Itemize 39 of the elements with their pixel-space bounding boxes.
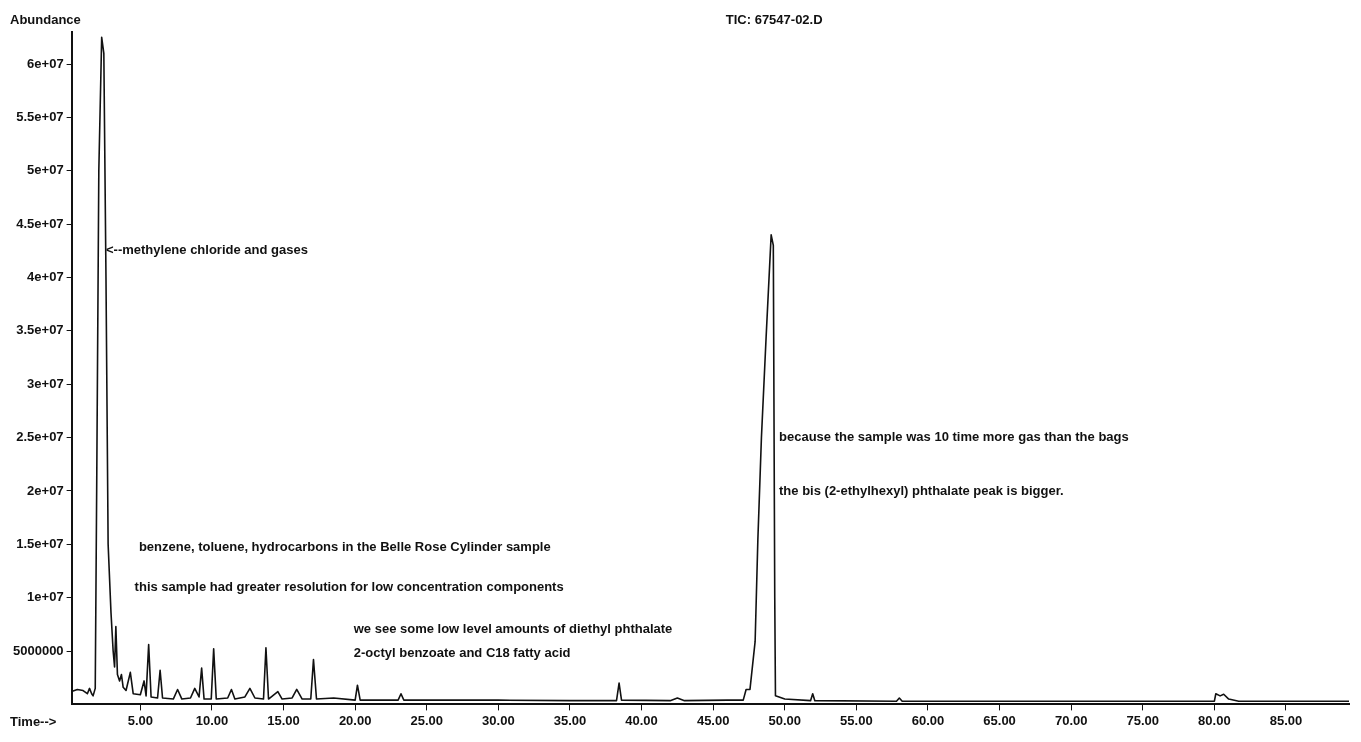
x-tick-label: 75.00 bbox=[1126, 712, 1160, 728]
x-tick-label: 5.00 bbox=[127, 712, 153, 728]
x-tick-label: 35.00 bbox=[553, 712, 587, 728]
annotation: this sample had greater resolution for low concentration components bbox=[134, 578, 564, 594]
y-tick-label: 5e+07 bbox=[27, 162, 64, 178]
y-tick-label: 5000000 bbox=[12, 642, 64, 658]
x-tick-label: 60.00 bbox=[911, 712, 945, 728]
y-tick-label: 3e+07 bbox=[27, 375, 64, 391]
annotation: we see some low level amounts of diethyl phthalate bbox=[352, 621, 673, 637]
annotation: the bis (2-ethylhexyl) phthalate peak is bigger. bbox=[779, 482, 1064, 498]
x-tick-label: 55.00 bbox=[840, 712, 873, 728]
x-tick-label: 85.00 bbox=[1269, 712, 1303, 728]
x-tick-label: 10.00 bbox=[195, 712, 229, 728]
y-tick-label: 4e+07 bbox=[27, 269, 64, 285]
y-tick-label: 2e+07 bbox=[27, 482, 64, 498]
x-tick-label: 15.00 bbox=[267, 712, 300, 728]
y-tick-label: 4.5e+07 bbox=[16, 215, 64, 231]
x-tick-label: 50.00 bbox=[768, 712, 802, 728]
x-tick-label: 25.00 bbox=[410, 712, 444, 728]
annotation: benzene, toluene, hydrocarbons in the Belle Rose Cylinder sample bbox=[138, 539, 551, 555]
y-tick-label: 6e+07 bbox=[27, 55, 64, 71]
y-tick-label: 1.5e+07 bbox=[16, 535, 64, 551]
chart-title: TIC: 67547-02.D bbox=[725, 11, 823, 27]
x-tick-label: 30.00 bbox=[482, 712, 515, 728]
y-tick-label: 1e+07 bbox=[27, 589, 64, 605]
x-tick-label: 80.00 bbox=[1198, 712, 1231, 728]
annotation: 2-octyl benzoate and C18 fatty acid bbox=[353, 644, 571, 660]
x-tick-label: 70.00 bbox=[1054, 712, 1088, 728]
y-tick-label: 2.5e+07 bbox=[16, 429, 64, 445]
x-tick-label: 40.00 bbox=[625, 712, 658, 728]
annotation: <--methylene chloride and gases bbox=[105, 242, 308, 258]
y-tick-label: 3.5e+07 bbox=[16, 322, 64, 338]
annotation: because the sample was 10 time more gas than the bags bbox=[779, 429, 1129, 445]
x-tick-label: 20.00 bbox=[338, 712, 372, 728]
x-tick-label: 65.00 bbox=[983, 712, 1016, 728]
x-tick-label: 45.00 bbox=[696, 712, 730, 728]
x-axis-title: Time--> bbox=[10, 713, 57, 729]
y-axis-title: Abundance bbox=[10, 11, 81, 27]
y-tick-label: 5.5e+07 bbox=[16, 108, 64, 124]
